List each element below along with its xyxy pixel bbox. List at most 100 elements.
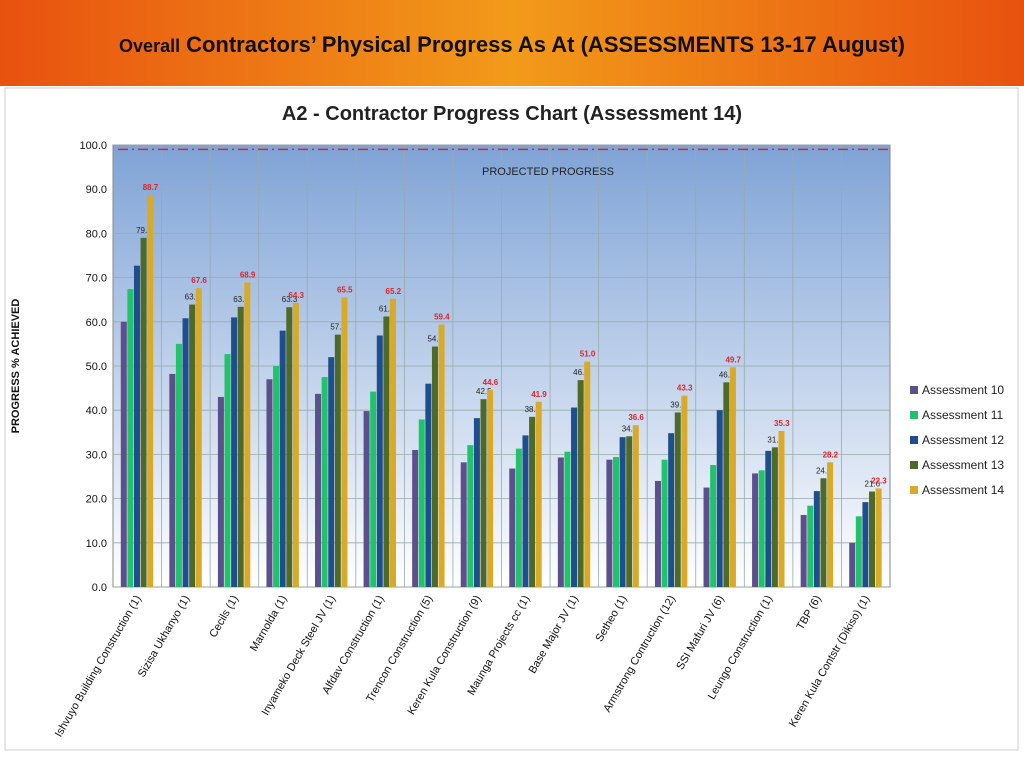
bar <box>147 194 154 588</box>
y-tick-label: 0.0 <box>92 582 107 594</box>
bar <box>765 450 772 587</box>
bar <box>370 391 377 587</box>
data-label: 63.9 <box>185 293 201 302</box>
y-tick-label: 30.0 <box>86 449 107 461</box>
bar <box>522 435 529 587</box>
bar <box>315 393 322 587</box>
bar <box>681 395 688 587</box>
bar <box>509 468 516 587</box>
bar <box>266 379 273 587</box>
bar <box>571 407 578 587</box>
data-label: 88.7 <box>143 183 159 192</box>
bar <box>120 321 127 587</box>
data-label: 28.2 <box>823 450 839 459</box>
bar <box>376 335 383 587</box>
data-label: 49.7 <box>725 355 741 364</box>
data-label: 57.1 <box>330 323 346 332</box>
data-label: 51.0 <box>580 350 596 359</box>
data-label: 43.3 <box>677 384 693 393</box>
legend-label: Assessment 14 <box>922 483 1004 497</box>
bar <box>710 465 717 587</box>
legend-label: Assessment 10 <box>922 383 1004 397</box>
data-label: 36.6 <box>628 413 644 422</box>
data-label: 65.2 <box>386 287 402 296</box>
bar <box>341 297 348 587</box>
data-label: 34.1 <box>622 424 638 433</box>
legend-swatch <box>910 486 918 494</box>
bar <box>217 396 224 587</box>
bar <box>127 289 134 587</box>
bar <box>418 419 425 587</box>
y-tick-label: 70.0 <box>86 273 107 285</box>
data-label: 44.6 <box>483 378 499 387</box>
bar <box>875 488 882 587</box>
bar <box>752 473 759 587</box>
bar <box>674 412 681 587</box>
bar <box>584 361 591 587</box>
bar <box>668 433 675 587</box>
bar <box>487 389 494 587</box>
bar <box>557 457 564 587</box>
bar <box>175 343 182 587</box>
data-label: 39.5 <box>670 400 686 409</box>
bar <box>813 491 820 587</box>
bar <box>231 317 238 587</box>
bar <box>460 462 467 587</box>
bar <box>279 330 286 587</box>
bar <box>189 304 196 587</box>
bar <box>771 447 778 587</box>
bar <box>328 357 335 587</box>
data-label: 22.3 <box>871 476 887 485</box>
data-label: 46.3 <box>719 370 735 379</box>
bar <box>363 411 370 587</box>
bar <box>383 316 390 587</box>
bar <box>654 480 661 587</box>
slide-title-prefix: Overall <box>119 36 180 56</box>
bar <box>473 418 480 587</box>
bar <box>412 449 419 587</box>
bar <box>438 324 445 587</box>
bar <box>425 383 432 587</box>
legend-label: Assessment 12 <box>922 433 1004 447</box>
legend-swatch <box>910 436 918 444</box>
y-tick-label: 80.0 <box>86 228 107 240</box>
bar <box>577 380 584 587</box>
bar <box>515 448 522 587</box>
bar <box>849 542 856 587</box>
y-tick-label: 40.0 <box>86 405 107 417</box>
data-label: 54.4 <box>427 335 443 344</box>
data-label: 35.3 <box>774 419 790 428</box>
bar <box>321 377 328 587</box>
bar <box>273 366 280 587</box>
bar <box>389 298 396 587</box>
legend-swatch <box>910 386 918 394</box>
bar <box>237 306 244 587</box>
bar <box>431 346 438 587</box>
slide-title: Overall Contractors’ Physical Progress As… <box>119 32 905 57</box>
data-label: 42.5 <box>476 387 492 396</box>
chart-title: A2 - Contractor Progress Chart (Assessme… <box>282 103 742 125</box>
bar <box>703 487 710 587</box>
legend-label: Assessment 13 <box>922 458 1004 472</box>
y-axis-label: PROGRESS % ACHIEVED <box>10 299 22 434</box>
bar <box>716 410 723 587</box>
data-label: 61.2 <box>379 304 395 313</box>
bar <box>862 502 869 587</box>
slide-title-main: Contractors’ Physical Progress As At (AS… <box>186 32 905 57</box>
y-tick-label: 60.0 <box>86 317 107 329</box>
bar <box>140 237 147 587</box>
data-label: 46.8 <box>573 368 589 377</box>
bar <box>182 318 189 587</box>
y-tick-label: 20.0 <box>86 494 107 506</box>
bar <box>564 451 571 587</box>
data-label: 63.3 <box>282 295 298 304</box>
bar <box>244 282 251 587</box>
bar <box>529 416 536 587</box>
data-label: 41.9 <box>531 390 547 399</box>
bar <box>869 491 876 587</box>
data-label: 59.4 <box>434 312 450 321</box>
bar <box>606 459 613 587</box>
header-band <box>0 0 1024 86</box>
bar <box>800 514 807 587</box>
